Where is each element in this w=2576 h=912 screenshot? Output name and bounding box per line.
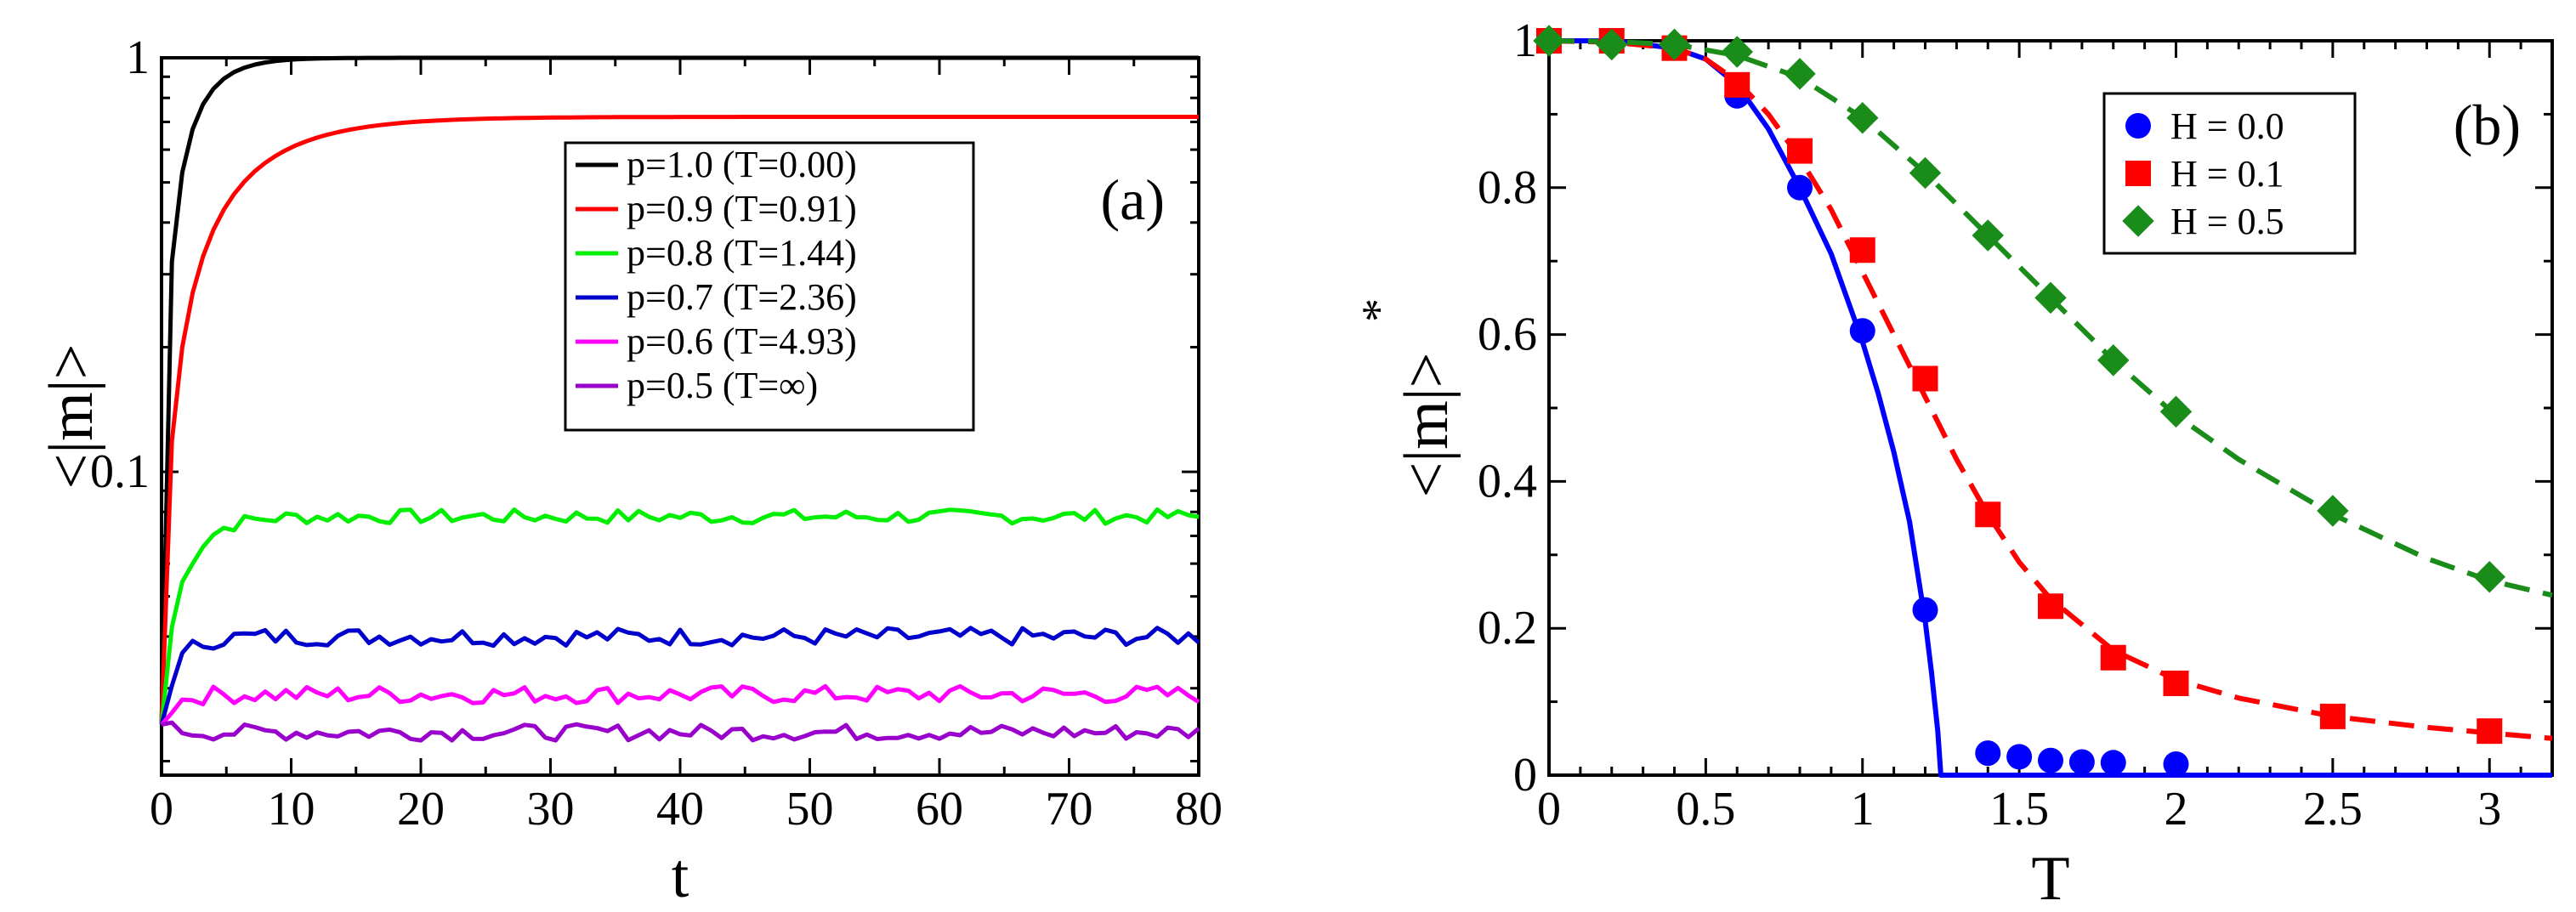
series-line-a xyxy=(159,626,1200,726)
series-line-a xyxy=(161,720,1200,743)
y-tick-label-b: 0.2 xyxy=(1478,602,1537,654)
x-tick-label-a: 60 xyxy=(916,783,963,836)
series-line-a xyxy=(159,507,1200,725)
panel-label-a: (a) xyxy=(1101,167,1165,232)
x-tick-label-a: 70 xyxy=(1046,783,1093,836)
data-point-b xyxy=(1533,25,1565,57)
legend-entry-a: p=0.6 (T=4.93) xyxy=(627,320,857,362)
legend-entry-b: H = 0.1 xyxy=(2170,153,2284,195)
data-point-b xyxy=(2477,718,2503,745)
series-line-a xyxy=(159,55,1199,725)
legend-entry-a: p=0.8 (T=1.44) xyxy=(627,232,857,274)
x-tick-label-b: 1 xyxy=(1851,783,1875,836)
panel-b: 0 0.5 1 1.5 2 2.5 300.20.40.60.81T<|m|>*(b)H =… xyxy=(1353,14,2554,912)
legend-a xyxy=(564,141,975,432)
x-tick-label-a: 30 xyxy=(527,783,575,836)
data-point-b xyxy=(2100,750,2126,776)
x-tick-label-a: 80 xyxy=(1175,783,1223,836)
data-point-b xyxy=(2317,495,2349,527)
panel-a: 0 10 20 30 40 50 60 70 80 0.1 1 t <|m|> (a) p=1.0 (T=0… xyxy=(37,31,1223,911)
data-point-b xyxy=(1975,501,2001,528)
data-point-b xyxy=(1787,174,1813,201)
data-point-b xyxy=(1975,740,2001,767)
x-axis-label-a: t xyxy=(672,841,689,911)
data-point-b xyxy=(2163,671,2189,696)
x-tick-label-a: 40 xyxy=(656,783,704,836)
data-point-b xyxy=(1658,28,1691,61)
legend-entry-a: p=0.7 (T=2.36) xyxy=(627,276,857,318)
data-point-b xyxy=(1596,28,1628,61)
x-tick-label-b: 3 xyxy=(2477,783,2501,836)
x-tick-label-b: 2.5 xyxy=(2303,783,2363,836)
data-point-b xyxy=(1972,219,2004,252)
data-point-b xyxy=(2006,744,2033,770)
y-tick-label-a: 0.1 xyxy=(90,445,150,498)
data-point-b xyxy=(2038,593,2063,620)
data-point-b xyxy=(1849,318,1875,344)
data-point-b xyxy=(1847,101,1879,134)
data-point-b xyxy=(2097,344,2130,377)
legend-entry-b: H = 0.0 xyxy=(2170,105,2284,147)
x-tick-label-a: 50 xyxy=(786,783,834,836)
data-point-b xyxy=(2034,281,2067,314)
y-axis-label-superscript-b: * xyxy=(1353,298,1405,322)
x-tick-label-a: 10 xyxy=(268,783,315,836)
data-point-b xyxy=(2163,751,2189,778)
y-tick-label-b: 0 xyxy=(1513,749,1537,802)
series-line-a xyxy=(159,115,1199,725)
data-point-b xyxy=(1912,597,1938,623)
data-point-b xyxy=(1784,58,1816,90)
legend-marker-b xyxy=(2125,113,2151,139)
y-tick-label-b: 0.4 xyxy=(1478,455,1537,507)
data-point-b xyxy=(2159,395,2193,428)
x-tick-label-b: 0.5 xyxy=(1676,783,1735,836)
data-point-b xyxy=(1721,36,1753,68)
data-point-b xyxy=(2319,703,2346,729)
y-tick-label-b: 0.6 xyxy=(1478,309,1537,361)
y-tick-label-a: 1 xyxy=(126,31,150,84)
data-point-b xyxy=(2473,560,2505,593)
x-tick-label-b: 1.5 xyxy=(1989,783,2049,836)
x-tick-label-b: 0 xyxy=(1537,783,1561,836)
y-axis-label-b: <|m|> xyxy=(1392,353,1461,498)
legend-entry-a: p=0.9 (T=0.91) xyxy=(627,188,857,229)
data-point-b xyxy=(2038,747,2063,773)
x-axis-label-b: T xyxy=(2031,844,2069,912)
legend-entry-a: p=1.0 (T=0.00) xyxy=(627,144,857,185)
x-tick-label-b: 2 xyxy=(2165,783,2188,836)
fit-curve-b xyxy=(1548,38,2553,741)
data-point-b xyxy=(1787,138,1813,164)
plot-frame-b xyxy=(1547,39,2554,777)
legend-marker-b xyxy=(2125,161,2151,186)
data-point-b xyxy=(2100,644,2126,671)
fit-curve-b xyxy=(1549,38,2552,778)
y-tick-label-b: 0.8 xyxy=(1478,161,1537,214)
x-tick-label-a: 0 xyxy=(150,783,173,836)
legend-entry-a: p=0.5 (T=∞) xyxy=(627,365,818,406)
fit-curve-b xyxy=(1548,38,2553,598)
y-axis-label-a: <|m|> xyxy=(37,344,106,490)
data-point-b xyxy=(1909,156,1942,190)
legend-marker-b xyxy=(2122,205,2154,237)
data-point-b xyxy=(1912,365,1938,392)
data-point-b xyxy=(1849,237,1875,263)
data-point-b xyxy=(2068,749,2095,775)
data-point-b xyxy=(1724,71,1750,98)
series-line-a xyxy=(160,683,1200,727)
x-tick-label-a: 20 xyxy=(397,783,445,836)
panel-label-b: (b) xyxy=(2454,93,2521,157)
legend-entry-b: H = 0.5 xyxy=(2170,201,2284,242)
